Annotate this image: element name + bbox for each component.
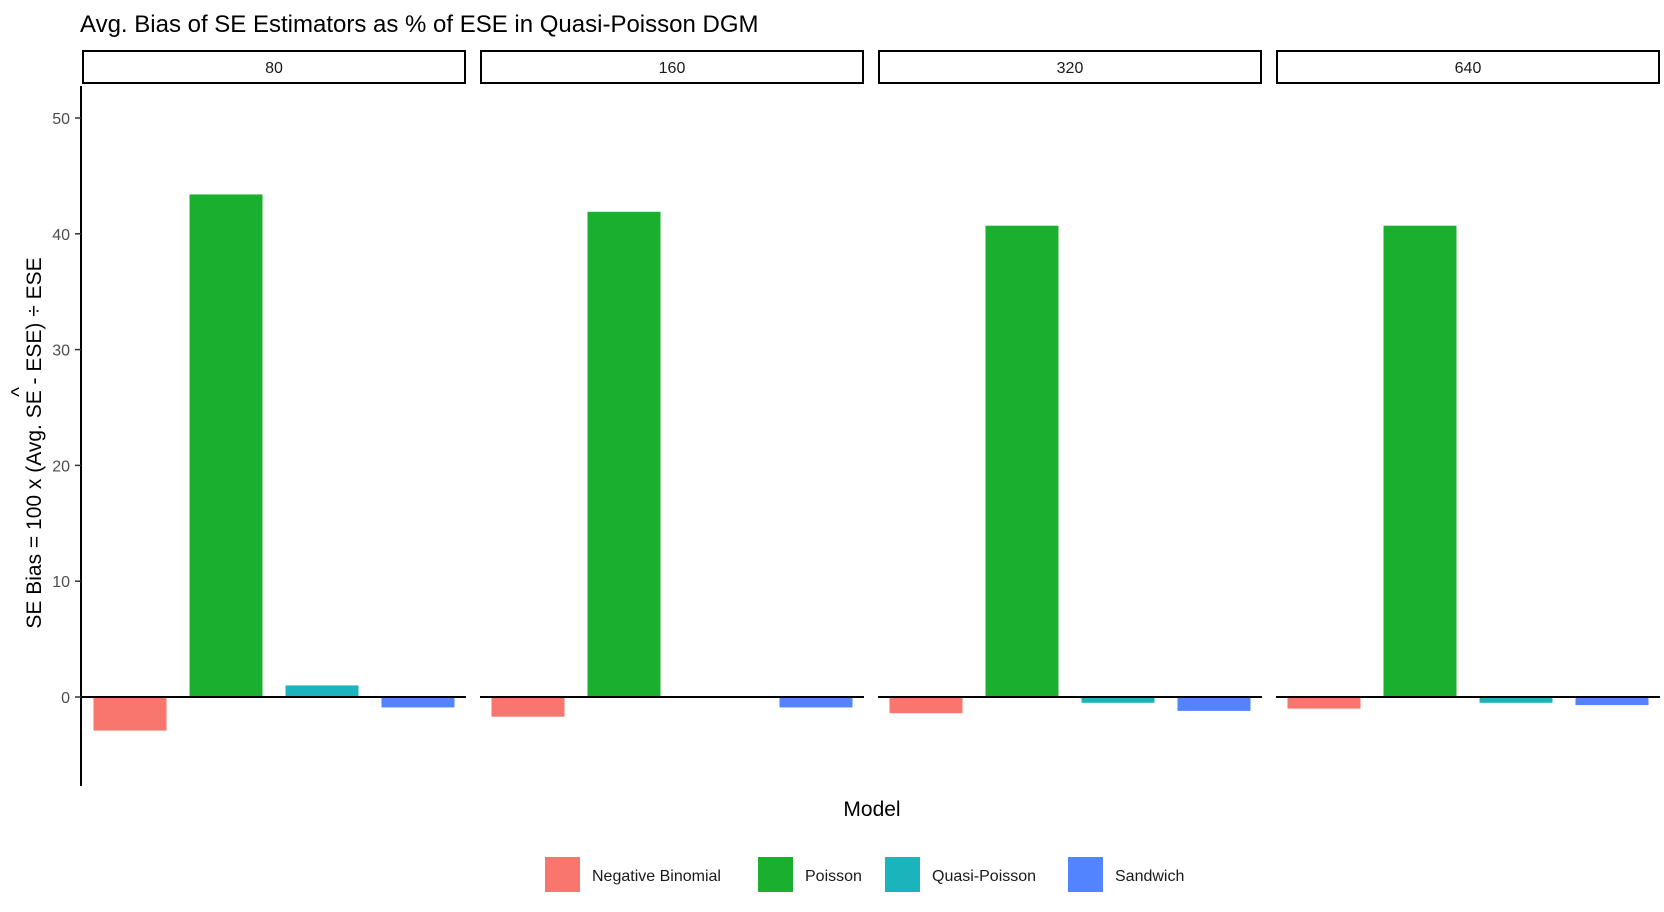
legend-label: Poisson: [805, 868, 862, 885]
facet-panels: 80 160 320 640: [82, 50, 1660, 731]
bar: [1479, 697, 1553, 703]
facet-strip-label: 160: [659, 60, 686, 77]
facet-strip: [1276, 50, 1660, 84]
bar: [189, 194, 263, 698]
legend-swatch: [885, 857, 920, 892]
y-axis-title-hat: ^: [8, 387, 31, 397]
bar: [93, 697, 167, 731]
legend-swatch: [758, 857, 793, 892]
y-axis: 0 10 20 30 40 50: [52, 86, 82, 786]
facet-panel: 160: [480, 50, 864, 717]
facet-strip: [878, 50, 1262, 84]
facet-panel: 80: [82, 50, 466, 731]
y-axis-title-group: SE Bias = 100 x (Avg. SE - ESE) ÷ ESE ^: [8, 257, 46, 628]
legend-label: Negative Binomial: [592, 868, 721, 885]
bar: [285, 685, 359, 697]
bar: [1081, 697, 1155, 703]
bar: [1383, 225, 1457, 697]
facet-strip: [82, 50, 466, 84]
bar: [1575, 697, 1649, 706]
legend-swatch: [545, 857, 580, 892]
y-tick-label: 10: [52, 574, 70, 591]
legend-label: Quasi-Poisson: [932, 868, 1036, 885]
bar: [1177, 697, 1251, 711]
bar: [381, 697, 455, 708]
facet-strip-label: 640: [1455, 60, 1482, 77]
legend: Negative Binomial Poisson Quasi-Poisson San…: [545, 857, 1184, 892]
bar: [1287, 697, 1361, 709]
y-tick-label: 20: [52, 458, 70, 475]
bar: [491, 697, 565, 717]
y-axis-title: SE Bias = 100 x (Avg. SE - ESE) ÷ ESE: [23, 257, 46, 628]
bar: [889, 697, 963, 714]
chart-title: Avg. Bias of SE Estimators as % of ESE i…: [80, 11, 758, 38]
bar: [779, 697, 853, 708]
bar: [985, 225, 1059, 697]
y-tick-label: 0: [61, 690, 70, 707]
facet-strip-label: 80: [265, 60, 283, 77]
facet-panel: 320: [878, 50, 1262, 714]
facet-panel: 640: [1276, 50, 1660, 709]
y-tick-label: 50: [52, 111, 70, 128]
legend-label: Sandwich: [1115, 868, 1184, 885]
y-tick-label: 30: [52, 343, 70, 360]
legend-swatch: [1068, 857, 1103, 892]
facet-strip: [480, 50, 864, 84]
x-axis-title: Model: [843, 798, 900, 821]
y-tick-label: 40: [52, 227, 70, 244]
facet-strip-label: 320: [1057, 60, 1084, 77]
bar: [587, 211, 661, 697]
